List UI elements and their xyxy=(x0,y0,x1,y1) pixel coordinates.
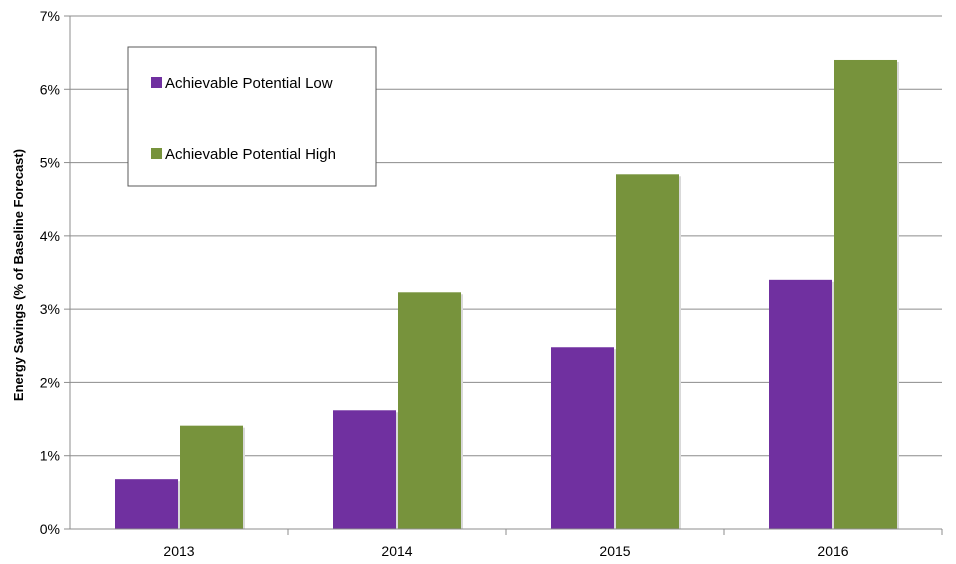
bar-high xyxy=(180,425,243,529)
bar-low xyxy=(333,410,396,529)
legend-swatch-low xyxy=(151,77,162,88)
y-tick-label: 2% xyxy=(40,374,60,390)
legend-label-low: Achievable Potential Low xyxy=(165,75,333,92)
y-axis-title: Energy Savings (% of Baseline Forecast) xyxy=(11,149,26,401)
x-tick-label: 2014 xyxy=(381,543,412,559)
legend-swatch-high xyxy=(151,148,162,159)
y-tick-label: 5% xyxy=(40,155,60,171)
legend-label-high: Achievable Potential High xyxy=(165,146,336,163)
x-tick-label: 2016 xyxy=(817,543,848,559)
bar-high xyxy=(616,174,679,529)
legend: Achievable Potential Low Achievable Pote… xyxy=(127,46,377,187)
x-tick-label: 2015 xyxy=(599,543,630,559)
y-tick-label: 7% xyxy=(40,8,60,24)
bar-low xyxy=(115,479,178,529)
bar-high xyxy=(834,59,897,529)
bar-low xyxy=(769,279,832,529)
bar-low xyxy=(551,347,614,529)
y-tick-label: 1% xyxy=(40,448,60,464)
bars xyxy=(115,59,899,529)
y-tick-label: 4% xyxy=(40,228,60,244)
y-tick-label: 3% xyxy=(40,301,60,317)
y-tick-labels: 0% 1% 2% 3% 4% 5% 6% 7% xyxy=(40,8,60,537)
x-tick-labels: 2013 2014 2015 2016 xyxy=(163,543,848,559)
x-tick-label: 2013 xyxy=(163,543,194,559)
axes xyxy=(69,16,942,530)
legend-box xyxy=(127,46,377,187)
y-tick-label: 0% xyxy=(40,521,60,537)
y-tick-label: 6% xyxy=(40,81,60,97)
bar-high xyxy=(398,292,461,529)
